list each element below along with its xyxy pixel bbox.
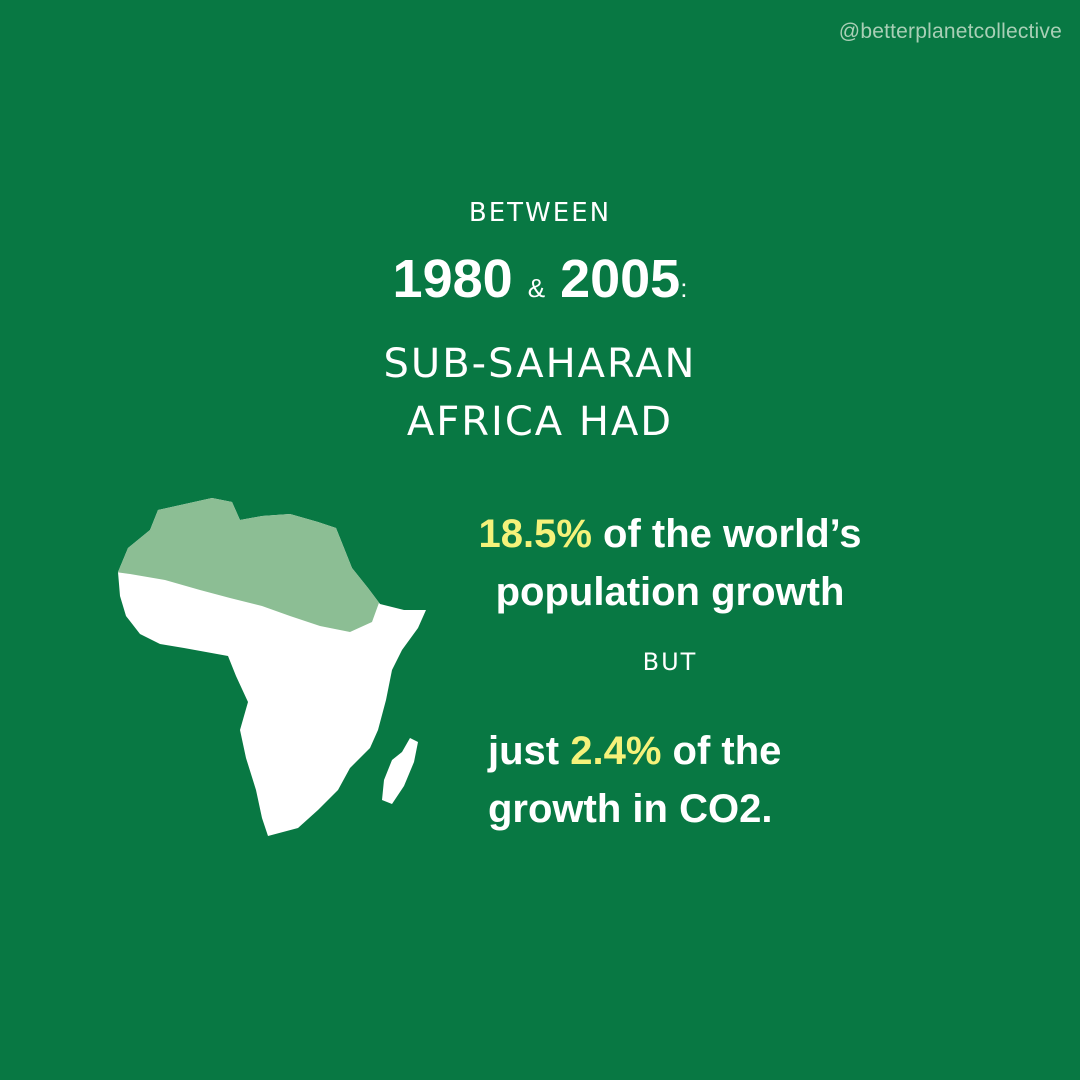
statement-co2: just 2.4% of the growth in CO2. [488,722,988,838]
statement-population: 18.5% of the world’s population growth [430,505,910,621]
colon: : [680,273,688,303]
handle: @betterplanetcollective [838,20,1062,43]
statement-line: growth in CO2. [488,787,773,831]
highlight-percent: 2.4% [570,729,662,773]
statement-line: population growth [495,570,845,614]
heading-region: SUB-SAHARAN AFRICA HAD [0,335,1080,451]
statement-text: of the [672,729,782,773]
heading-line: SUB-SAHARAN [383,341,697,387]
statement-text: of the world’s [603,512,862,556]
statement-text: just [488,729,560,773]
statement-line: just 2.4% of the [488,722,988,780]
heading-line: AFRICA HAD [406,399,674,445]
connector: BUT [642,648,698,676]
heading-between: BETWEEN [468,198,612,228]
heading-years: 1980 & 2005: [0,248,1080,310]
highlight-percent: 18.5% [478,512,592,556]
ampersand: & [527,273,546,303]
end-year: 2005 [560,249,681,309]
start-year: 1980 [392,249,513,309]
madagascar-shape [382,738,418,804]
statement-line: 18.5% of the world’s [430,505,910,563]
